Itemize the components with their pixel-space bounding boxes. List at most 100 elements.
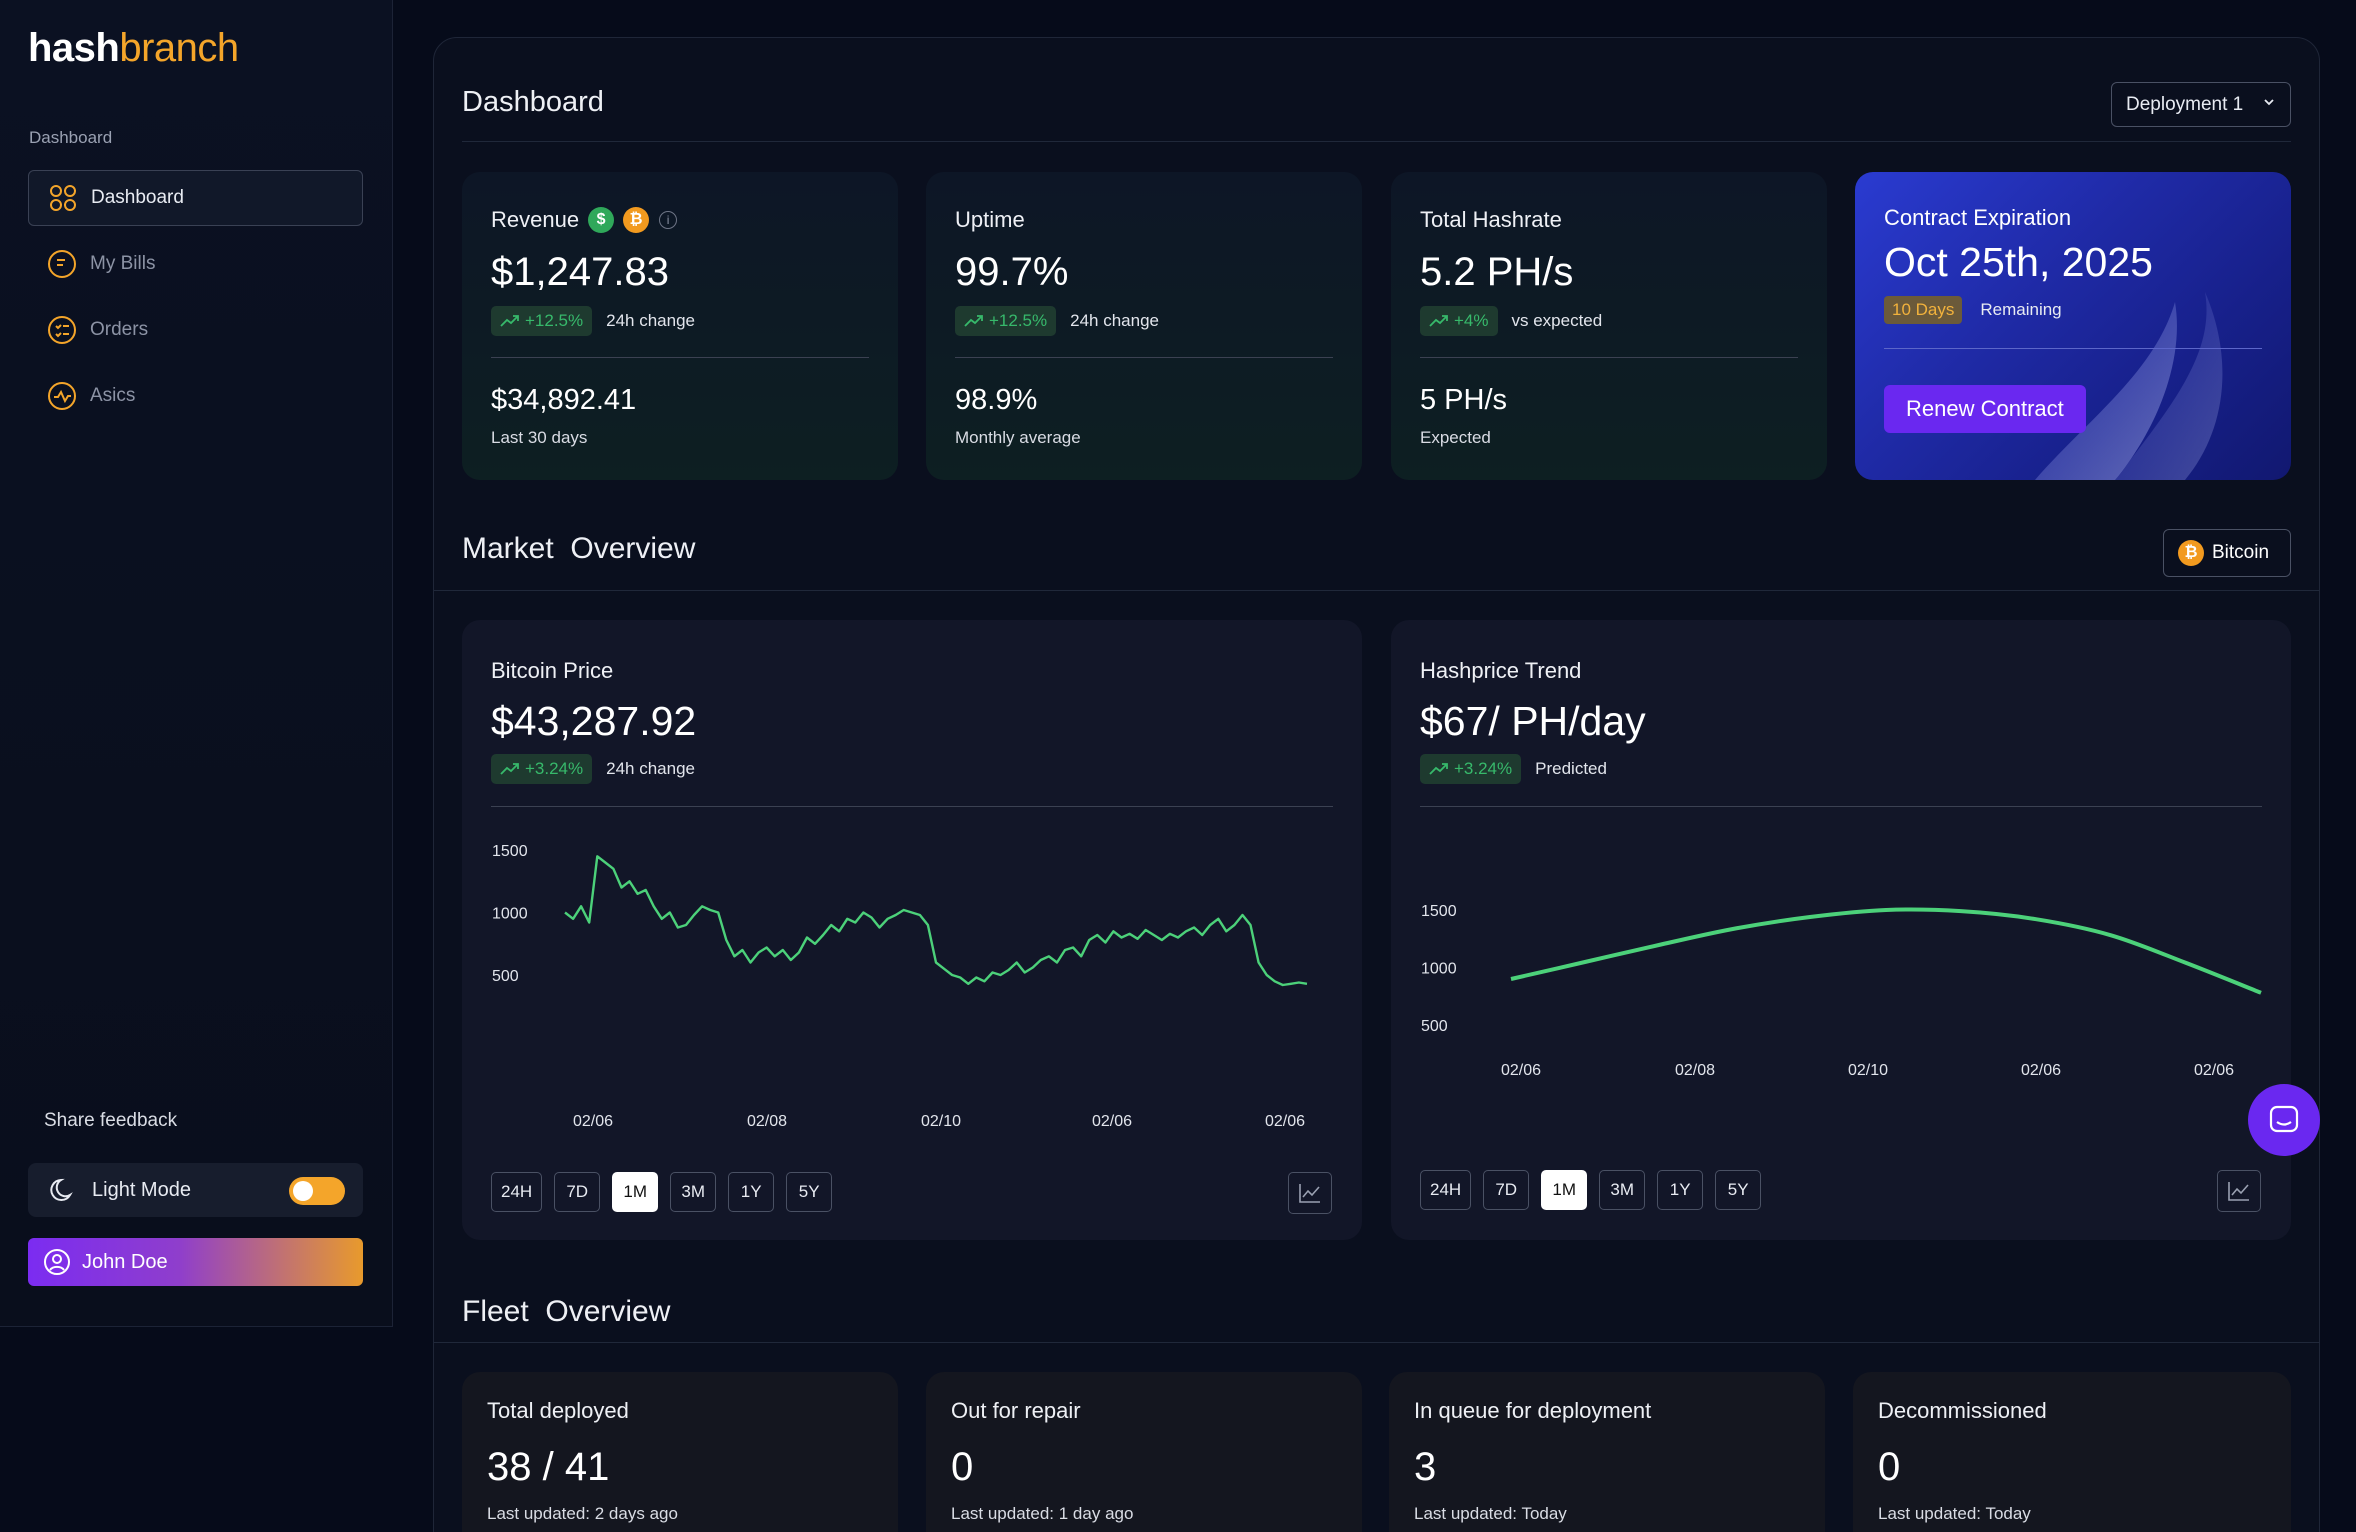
range-24h-button[interactable]: 24H [491,1172,543,1212]
hashrate-change-badge: +4% [1420,306,1498,336]
chart-type-button[interactable] [1288,1172,1332,1214]
contract-date: Oct 25th, 2025 [1884,239,2153,285]
chart-type-button[interactable] [2217,1170,2261,1212]
coin-select-button[interactable]: ₿ Bitcoin [2163,529,2291,577]
change-note: 24h change [606,311,696,330]
range-7d-button[interactable]: 7D [554,1172,601,1212]
days-remaining-note: Remaining [1980,300,2062,319]
chevron-down-icon [2264,99,2274,106]
sidebar-item-label: Orders [90,319,149,340]
uptime-card: Uptime 99.7% +12.5% 24h change 98.9% Mon… [926,172,1362,480]
change-note: 24h change [606,759,696,778]
range-selector: 24H 7D 1M 3M 1Y 5Y [1420,1170,1773,1210]
fleet-card-in-queue: In queue for deployment 3 Last updated: … [1389,1372,1825,1532]
card-divider [491,357,869,358]
card-divider [1420,806,2262,807]
sidebar-item-orders[interactable]: Orders [28,302,363,358]
x-tick-label: 02/06 [1501,1062,1541,1079]
fleet-card-value: 3 [1414,1445,1437,1489]
range-5y-button[interactable]: 5Y [1715,1170,1762,1210]
range-5y-button[interactable]: 5Y [786,1172,833,1212]
fleet-card-note: Last updated: 2 days ago [487,1504,678,1523]
sidebar-section-label: Dashboard [29,128,113,147]
hashprice-value: $67/ PH/day [1420,698,1646,744]
trend-up-icon [500,763,519,775]
revenue-30d-value: $34,892.41 [491,384,637,416]
usd-coin-icon[interactable]: $ [588,207,615,233]
x-tick-label: 02/06 [573,1113,613,1130]
revenue-card: Revenue $ ₿ i $1,247.83 +12.5% 24h chang… [462,172,898,480]
hashprice-change-badge: +3.24% [1420,754,1522,784]
hashprice-title: Hashprice Trend [1420,658,1582,683]
range-1m-button[interactable]: 1M [1541,1170,1588,1210]
contract-expiration-card: Contract Expiration Oct 25th, 2025 10 Da… [1855,172,2291,480]
x-tick-label: 02/08 [747,1113,787,1130]
card-divider [955,357,1333,358]
bitcoin-price-chart: 1500 1000 500 02/06 02/08 02/10 02/06 02/06 [492,843,1308,1130]
y-tick-label: 1000 [1421,961,1457,978]
uptime-monthly-value: 98.9% [955,384,1038,416]
hashprice-trend-chart: 1500 1000 500 02/06 02/08 02/10 02/06 02/06 [1421,903,2262,1079]
uptime-change-badge: +12.5% [955,306,1057,336]
uptime-value: 99.7% [955,250,1069,294]
sidebar-item-my-bills[interactable]: My Bills [28,236,363,292]
range-7d-button[interactable]: 7D [1483,1170,1530,1210]
fleet-overview-title: Fleet Overview [462,1295,671,1328]
line-chart-icon [1299,1184,1320,1203]
change-value: +3.24% [1454,759,1513,778]
info-icon[interactable]: i [659,211,678,229]
trend-up-icon [500,315,519,327]
hashrate-card: Total Hashrate 5.2 PH/s +4% vs expected … [1391,172,1827,480]
deployment-select[interactable]: Deployment 1 [2111,82,2291,127]
coin-select-label: Bitcoin [2212,542,2270,563]
bitcoin-change-badge: +3.24% [491,754,593,784]
brand-logo[interactable]: hashbranch [28,26,239,71]
renew-contract-button[interactable]: Renew Contract [1884,385,2086,433]
trend-up-icon [1429,315,1448,327]
fleet-card-decommissioned: Decommissioned 0 Last updated: Today [1853,1372,2291,1532]
chat-support-button[interactable] [2248,1084,2320,1156]
x-tick-label: 02/06 [1265,1113,1305,1130]
hashrate-expected-note: Expected [1420,428,1491,447]
sidebar-item-label: Asics [90,385,136,406]
activity-icon [48,382,76,410]
change-note: Predicted [1535,759,1607,778]
hashprice-trend-card: 1500 1000 500 02/06 02/08 02/10 02/06 02/06 Has… [1391,620,2291,1240]
y-tick-label: 1000 [492,906,528,923]
revenue-change-badge: +12.5% [491,306,593,336]
sidebar-item-dashboard[interactable]: Dashboard [28,170,363,226]
x-tick-label: 02/06 [1092,1113,1132,1130]
bill-icon [48,250,76,278]
bitcoin-coin-icon[interactable]: ₿ [623,207,650,233]
grid-icon [50,185,76,211]
brand-logo-part1: hash [28,26,120,70]
range-3m-button[interactable]: 3M [670,1172,717,1212]
y-tick-label: 1500 [1421,903,1457,920]
range-1y-button[interactable]: 1Y [728,1172,775,1212]
range-24h-button[interactable]: 24H [1420,1170,1472,1210]
orders-icon [48,316,76,344]
fleet-card-value: 0 [1878,1445,1901,1489]
chat-icon [2269,1105,2299,1133]
share-feedback-link[interactable]: Share feedback [44,1110,178,1131]
range-1y-button[interactable]: 1Y [1657,1170,1704,1210]
y-tick-label: 500 [1421,1018,1448,1035]
series-line [1510,907,2262,995]
bitcoin-price-title: Bitcoin Price [491,658,614,683]
range-1m-button[interactable]: 1M [612,1172,659,1212]
light-mode-row: Light Mode [28,1163,363,1217]
change-value: +12.5% [989,311,1048,330]
x-tick-label: 02/06 [2194,1062,2234,1079]
y-tick-label: 1500 [492,843,528,860]
market-divider [434,590,2320,591]
fleet-card-total-deployed: Total deployed 38 / 41 Last updated: 2 d… [462,1372,898,1532]
user-profile-button[interactable]: John Doe [28,1238,363,1286]
bitcoin-price-card: 1500 1000 500 02/06 02/08 02/10 02/06 02/06 Bit… [462,620,1362,1240]
light-mode-toggle[interactable] [289,1177,345,1205]
range-3m-button[interactable]: 3M [1599,1170,1646,1210]
header-divider [462,141,2291,142]
decorative-swirl [2035,292,2223,480]
bitcoin-coin-icon: ₿ [2178,540,2204,566]
card-divider [491,806,1333,807]
sidebar-item-asics[interactable]: Asics [28,368,363,424]
